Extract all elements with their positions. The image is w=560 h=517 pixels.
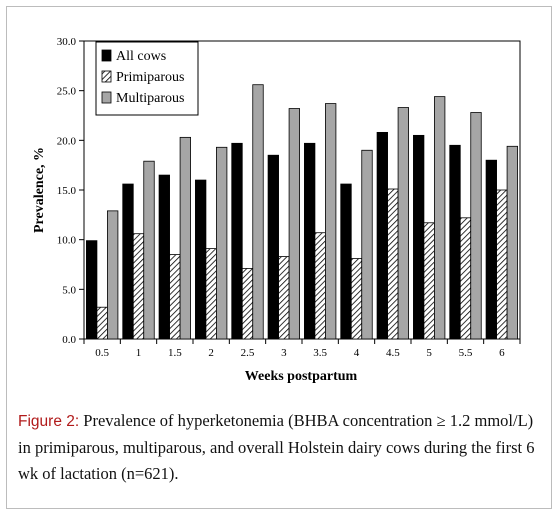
bar-all-cows	[449, 144, 461, 340]
y-axis-title: Prevalence, %	[32, 147, 47, 233]
bar-multiparous	[506, 145, 518, 340]
x-tick-label: 2.5	[241, 347, 255, 359]
x-tick-label: 3.5	[313, 347, 327, 359]
bar-all-cows	[231, 142, 243, 340]
x-tick-label: 2	[208, 347, 214, 359]
legend-swatch	[101, 49, 112, 62]
legend-label: Primiparous	[116, 70, 184, 85]
x-tick-label: 1	[136, 347, 142, 359]
bar-multiparous	[216, 146, 228, 340]
y-tick-label: 15.0	[57, 185, 77, 197]
y-tick-label: 10.0	[57, 235, 77, 247]
bar-primiparous	[169, 254, 181, 340]
bar-primiparous	[314, 232, 326, 340]
bar-multiparous	[107, 210, 119, 340]
caption-text: Prevalence of hyperketonemia (BHBA conce…	[18, 411, 535, 483]
bar-multiparous	[434, 96, 446, 340]
bar-all-cows	[195, 179, 207, 340]
bar-multiparous	[143, 160, 155, 340]
x-tick-label: 3	[281, 347, 287, 359]
x-tick-label: 5	[426, 347, 432, 359]
bar-all-cows	[413, 134, 425, 340]
x-axis-title: Weeks postpartum	[245, 369, 358, 384]
legend-swatch	[101, 70, 112, 83]
bar-primiparous	[132, 233, 145, 340]
bar-all-cows	[86, 240, 98, 340]
x-tick-label: 0.5	[95, 347, 109, 359]
y-tick-label: 25.0	[57, 86, 77, 98]
bar-all-cows	[304, 142, 316, 340]
y-tick-label: 20.0	[57, 135, 77, 147]
bar-primiparous	[496, 189, 508, 340]
bar-multiparous	[179, 136, 191, 340]
bar-all-cows	[122, 183, 134, 340]
bar-primiparous	[423, 222, 435, 340]
bar-primiparous	[278, 256, 290, 340]
x-tick-label: 4.5	[386, 347, 400, 359]
legend-swatch	[101, 91, 112, 104]
bar-multiparous	[252, 84, 264, 340]
bar-primiparous	[387, 188, 399, 340]
y-tick-label: 5.0	[62, 284, 76, 296]
bar-primiparous	[241, 268, 254, 340]
x-tick-label: 5.5	[459, 347, 473, 359]
legend-label: Multiparous	[116, 91, 184, 106]
bar-multiparous	[470, 112, 482, 340]
y-tick-label: 30.0	[57, 36, 77, 48]
bar-all-cows	[340, 183, 352, 340]
bar-multiparous	[288, 108, 300, 340]
bar-all-cows	[376, 131, 388, 340]
caption-label: Figure 2:	[18, 413, 80, 430]
x-tick-label: 6	[499, 347, 505, 359]
bar-multiparous	[325, 103, 337, 340]
bar-multiparous	[361, 149, 373, 340]
bar-primiparous	[96, 306, 108, 340]
bar-chart: 0.0 5.0 10.0 15.0 20.0 25.0 30.0 0.5 1 1.5 2 2.5 3 3.…	[32, 36, 521, 384]
bar-primiparous	[205, 248, 217, 340]
x-tick-label: 4	[354, 347, 360, 359]
bar-primiparous	[459, 217, 472, 340]
bar-multiparous	[397, 107, 409, 340]
legend-box	[95, 41, 199, 116]
y-tick-label: 0.0	[62, 334, 76, 346]
figure-caption: Figure 2: Prevalence of hyperketonemia (…	[18, 408, 548, 487]
legend-label: All cows	[116, 49, 166, 64]
bar-all-cows	[158, 174, 170, 340]
bar-primiparous	[350, 258, 363, 340]
bar-all-cows	[485, 159, 497, 340]
bar-all-cows	[267, 154, 279, 340]
x-tick-label: 1.5	[168, 347, 182, 359]
